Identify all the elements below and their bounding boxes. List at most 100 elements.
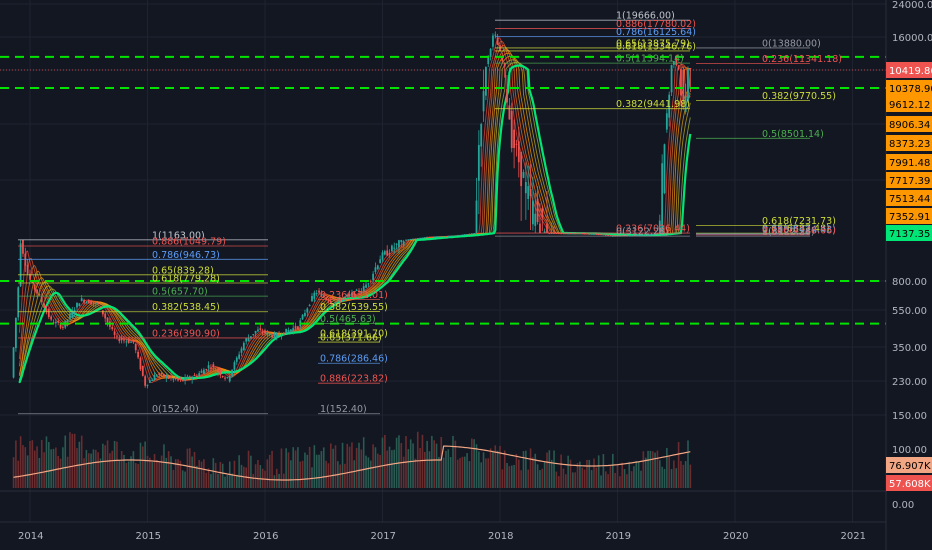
volume-bar xyxy=(372,444,374,488)
candle-body xyxy=(579,233,581,235)
volume-bar xyxy=(393,449,396,488)
candle-body xyxy=(480,124,483,147)
candle-body xyxy=(43,303,45,308)
candle-body xyxy=(433,236,436,238)
candle-body xyxy=(602,234,605,236)
volume-bar xyxy=(76,448,78,488)
fib-level-label: 0.5(465.63) xyxy=(320,314,376,325)
volume-bar xyxy=(85,449,88,488)
volume-bar xyxy=(381,437,384,488)
candle-body xyxy=(414,238,417,240)
volume-bar xyxy=(438,456,440,488)
candle-body xyxy=(398,240,400,248)
candle-body xyxy=(94,302,97,304)
candle-body xyxy=(513,129,515,148)
candle-body xyxy=(543,231,546,234)
candle-body xyxy=(50,316,53,320)
fib-level-label: 0.65(13875.79) xyxy=(616,38,690,49)
candle-body xyxy=(576,233,579,235)
candle-body xyxy=(266,332,269,335)
volume-bar xyxy=(644,457,647,488)
candle-body xyxy=(261,332,264,334)
volume-bar xyxy=(459,458,461,488)
candle-body xyxy=(280,335,283,337)
candle-body xyxy=(214,370,217,372)
price-axis[interactable]: 24000.00 16000.00 800.00 550.00 350.00 230.00… xyxy=(892,0,932,511)
volume-bar xyxy=(287,452,290,488)
candle-body xyxy=(520,151,523,187)
candle-body xyxy=(546,223,548,234)
candle-body xyxy=(242,342,245,351)
candle-body xyxy=(536,198,539,223)
volume-bar xyxy=(221,463,224,488)
volume-bar xyxy=(40,439,43,488)
volume-bar xyxy=(179,460,182,488)
volume-bar xyxy=(351,442,353,488)
candle-body xyxy=(247,337,250,342)
time-tick-label: 2017 xyxy=(371,531,396,542)
candle-body xyxy=(15,317,17,349)
volume-bar xyxy=(292,447,294,488)
candle-body xyxy=(156,375,158,377)
price-tag-label: 8906.34 xyxy=(889,120,930,131)
candle-body xyxy=(426,236,429,238)
volume-bar xyxy=(675,468,678,488)
volume-bar xyxy=(311,467,313,488)
volume-bar xyxy=(609,465,612,488)
volume-bar xyxy=(560,454,562,488)
volume-bar xyxy=(83,458,85,488)
volume-bar xyxy=(431,435,433,488)
volume-bar xyxy=(454,440,457,488)
candle-body xyxy=(153,375,156,381)
volume-bar xyxy=(125,462,128,488)
volume-bar xyxy=(318,454,320,488)
candle-body xyxy=(524,181,527,194)
volume-bar xyxy=(55,447,57,488)
candle-body xyxy=(268,333,271,335)
candle-body xyxy=(466,234,468,236)
candle-body xyxy=(151,379,154,381)
candle-body xyxy=(391,245,393,252)
candle-body xyxy=(240,348,243,353)
volume-bar xyxy=(250,455,252,488)
candle-body xyxy=(452,235,454,237)
candle-body xyxy=(548,233,551,235)
volume-bar xyxy=(165,457,168,488)
volume-bar xyxy=(160,455,163,488)
volume-bar xyxy=(308,446,311,488)
volume-bar xyxy=(621,462,623,488)
time-axis[interactable]: 2014 2015 2016 2017 2018 2019 2020 2021 xyxy=(18,531,866,542)
volume-bar xyxy=(400,443,403,488)
volume-bar xyxy=(283,473,285,488)
candle-body xyxy=(322,295,325,298)
candle-body xyxy=(358,290,360,292)
candle-body xyxy=(148,380,151,383)
volume-bar xyxy=(254,464,257,488)
volume-bar xyxy=(473,439,475,488)
volume-bar xyxy=(433,440,435,488)
volume-bar xyxy=(80,435,83,488)
candle-body xyxy=(179,378,182,380)
volume-bar xyxy=(391,450,393,488)
candle-body xyxy=(254,330,257,334)
candle-body xyxy=(245,338,248,342)
volume-bar xyxy=(15,440,17,488)
volume-bar xyxy=(680,461,682,488)
fib-level-label: 0.5(11394.14) xyxy=(616,54,684,65)
volume-bar xyxy=(630,471,633,488)
price-tag-bg xyxy=(886,225,932,241)
volume-bar xyxy=(466,453,468,488)
volume-bar xyxy=(200,461,203,488)
volume-bar xyxy=(33,450,36,488)
candle-body xyxy=(163,374,165,377)
candle-body xyxy=(329,300,332,304)
candle-body xyxy=(459,234,461,236)
volume-bar xyxy=(468,461,471,488)
candle-body xyxy=(134,344,137,351)
price-tag-label: 8373.23 xyxy=(889,139,930,150)
volume-bar xyxy=(24,447,27,488)
volume-bar xyxy=(367,457,370,488)
volume-bar xyxy=(301,460,304,488)
fib-level-label: 0(152.40) xyxy=(152,404,199,415)
candle-body xyxy=(118,338,121,342)
